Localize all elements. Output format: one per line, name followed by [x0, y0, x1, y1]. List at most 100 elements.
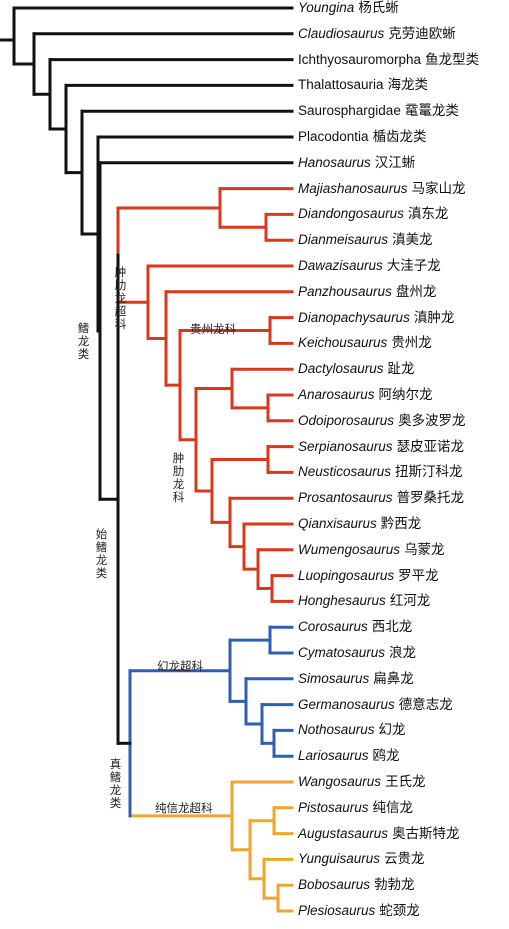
taxon-label: Germanosaurus 德意志龙 — [298, 696, 453, 714]
taxon-label: Panzhousaurus 盘州龙 — [298, 283, 436, 301]
taxon-chinese-name: 滇美龙 — [392, 232, 433, 249]
clade-label-eosauropterygia: 始鳍龙类 — [95, 527, 108, 580]
taxon-label: Odoiporosaurus 奥多波罗龙 — [298, 412, 466, 430]
taxon-label: Cymatosaurus 浪龙 — [298, 644, 416, 662]
taxon-chinese-name: 蛇颈龙 — [379, 903, 420, 919]
taxon-genus: Odoiporosaurus — [298, 412, 395, 428]
taxon-chinese-name: 扁鼻龙 — [373, 670, 414, 687]
clade-label-eusauropterygia: 真鳍龙类 — [109, 757, 122, 810]
taxon-genus: Neusticosaurus — [298, 464, 392, 480]
taxon-label: Corosaurus 西北龙 — [298, 618, 412, 636]
clade-label-sauropterygia: 鳍龙类 — [77, 321, 90, 361]
taxon-label: Neusticosaurus 扭斯汀科龙 — [298, 463, 463, 481]
taxon-chinese-name: 黔西龙 — [380, 516, 422, 532]
taxon-label: Claudiosaurus 克劳迪欧蜥 — [298, 25, 456, 43]
taxon-genus: Dactylosaurus — [298, 361, 384, 377]
clade-label-nothosauroidea: 幻龙超科 — [157, 659, 203, 673]
taxon-genus: Placodontia — [298, 129, 369, 144]
taxon-chinese-name: 鸥龙 — [372, 748, 400, 765]
taxon-chinese-name: 杨氏蜥 — [358, 0, 399, 16]
taxon-genus: Panzhousaurus — [298, 283, 392, 299]
taxon-genus: Hanosaurus — [298, 154, 371, 170]
taxon-genus: Pistosaurus — [298, 799, 369, 815]
taxon-label: Qianxisaurus 黔西龙 — [298, 515, 421, 533]
taxon-genus: Plesiosaurus — [298, 903, 376, 918]
clade-label-pachypleurosauroidea: 肿肋龙超科 — [114, 265, 127, 331]
taxon-genus: Serpianosaurus — [298, 438, 393, 454]
taxon-chinese-name: 幻龙 — [378, 722, 406, 739]
taxon-chinese-name: 阿纳尔龙 — [378, 387, 433, 403]
taxon-label: Pistosaurus 纯信龙 — [298, 799, 413, 817]
taxon-chinese-name: 普罗桑托龙 — [396, 490, 465, 507]
taxon-genus: Germanosaurus — [298, 696, 395, 712]
taxon-chinese-name: 盘州龙 — [395, 283, 437, 300]
clade-label-pistosauroidea: 纯信龙超科 — [155, 801, 213, 815]
taxon-label: Augustasaurus 奥古斯特龙 — [298, 825, 460, 843]
taxon-label: Thalattosauria 海龙类 — [298, 76, 428, 94]
taxon-chinese-name: 勃勃龙 — [374, 877, 415, 894]
taxon-label: Ichthyosauromorpha 鱼龙型类 — [298, 51, 479, 69]
taxon-chinese-name: 罗平龙 — [398, 567, 439, 584]
taxon-chinese-name: 扭斯汀科龙 — [395, 464, 463, 481]
taxon-label: Wumengosaurus 乌蒙龙 — [298, 541, 445, 559]
taxon-genus: Lariosaurus — [298, 748, 369, 764]
taxon-chinese-name: 浪龙 — [389, 645, 417, 661]
taxon-label: Nothosaurus 幻龙 — [298, 721, 406, 739]
taxon-genus: Qianxisaurus — [298, 516, 377, 531]
taxon-genus: Dawazisaurus — [298, 258, 383, 273]
taxon-label: Lariosaurus 鸥龙 — [298, 747, 400, 765]
taxon-genus: Ichthyosauromorpha — [298, 51, 422, 67]
taxon-genus: Cymatosaurus — [298, 645, 386, 660]
taxon-chinese-name: 马家山龙 — [411, 180, 466, 197]
taxon-chinese-name: 汉江蜥 — [374, 154, 416, 171]
taxon-chinese-name: 大洼子龙 — [386, 258, 441, 274]
taxon-chinese-name: 奥多波罗龙 — [398, 412, 466, 429]
taxon-genus: Dianopachysaurus — [298, 309, 410, 325]
taxon-genus: Honghesaurus — [298, 593, 386, 609]
taxon-genus: Claudiosaurus — [298, 25, 385, 41]
taxon-chinese-name: 王氏龙 — [385, 774, 426, 790]
taxon-chinese-name: 奥古斯特龙 — [392, 825, 460, 842]
taxon-label: Luopingosaurus 罗平龙 — [298, 567, 439, 585]
taxon-chinese-name: 克劳迪欧蜥 — [388, 25, 456, 42]
taxon-label: Serpianosaurus 瑟皮亚诺龙 — [298, 438, 464, 456]
clade-label-keichousauridae: 贵州龙科 — [190, 322, 236, 336]
taxon-genus: Wumengosaurus — [298, 541, 401, 557]
taxon-genus: Anarosaurus — [298, 387, 375, 402]
taxon-label: Bobosaurus 勃勃龙 — [298, 876, 415, 894]
taxon-label: Placodontia 楯齿龙类 — [298, 128, 427, 146]
taxon-genus: Keichousaurus — [298, 335, 388, 351]
taxon-chinese-name: 西北龙 — [371, 619, 413, 636]
taxon-chinese-name: 鼋鼍龙类 — [404, 103, 459, 120]
taxon-genus: Prosantosaurus — [298, 490, 393, 506]
taxon-chinese-name: 趾龙 — [387, 361, 415, 378]
taxon-label: Keichousaurus 贵州龙 — [298, 334, 432, 352]
clade-label-pachypleurosauridae: 肿肋龙科 — [172, 451, 185, 504]
taxon-genus: Dianmeisaurus — [298, 232, 389, 248]
taxon-label: Wangosaurus 王氏龙 — [298, 773, 426, 791]
taxon-chinese-name: 楯齿龙类 — [372, 129, 427, 145]
taxon-chinese-name: 贵州龙 — [391, 335, 432, 352]
taxon-genus: Nothosaurus — [298, 722, 375, 738]
taxon-label: Diandongosaurus 滇东龙 — [298, 205, 448, 223]
taxon-genus: Saurosphargidae — [298, 103, 401, 119]
taxon-genus: Diandongosaurus — [298, 206, 404, 222]
taxon-genus: Thalattosauria — [298, 77, 384, 93]
taxon-label: Saurosphargidae 鼋鼍龙类 — [298, 102, 459, 120]
taxon-chinese-name: 滇肿龙 — [413, 309, 455, 326]
taxon-genus: Yunguisaurus — [298, 851, 381, 867]
taxon-label: Hanosaurus 汉江蜥 — [298, 154, 415, 172]
taxon-label: Yunguisaurus 云贵龙 — [298, 850, 425, 868]
taxon-label: Plesiosaurus 蛇颈龙 — [298, 902, 420, 920]
taxon-chinese-name: 乌蒙龙 — [404, 541, 445, 558]
taxon-chinese-name: 滇东龙 — [407, 206, 449, 223]
taxon-label: Majiashanosaurus 马家山龙 — [298, 180, 466, 198]
taxon-genus: Wangosaurus — [298, 774, 382, 789]
taxon-label: Dawazisaurus 大洼子龙 — [298, 257, 441, 275]
taxon-chinese-name: 海龙类 — [387, 77, 429, 94]
taxon-label: Youngina 杨氏蜥 — [298, 0, 399, 17]
taxon-chinese-name: 瑟皮亚诺龙 — [396, 438, 465, 455]
taxon-label: Dianopachysaurus 滇肿龙 — [298, 309, 454, 327]
taxon-chinese-name: 鱼龙型类 — [425, 51, 480, 68]
taxon-genus: Youngina — [298, 0, 355, 15]
